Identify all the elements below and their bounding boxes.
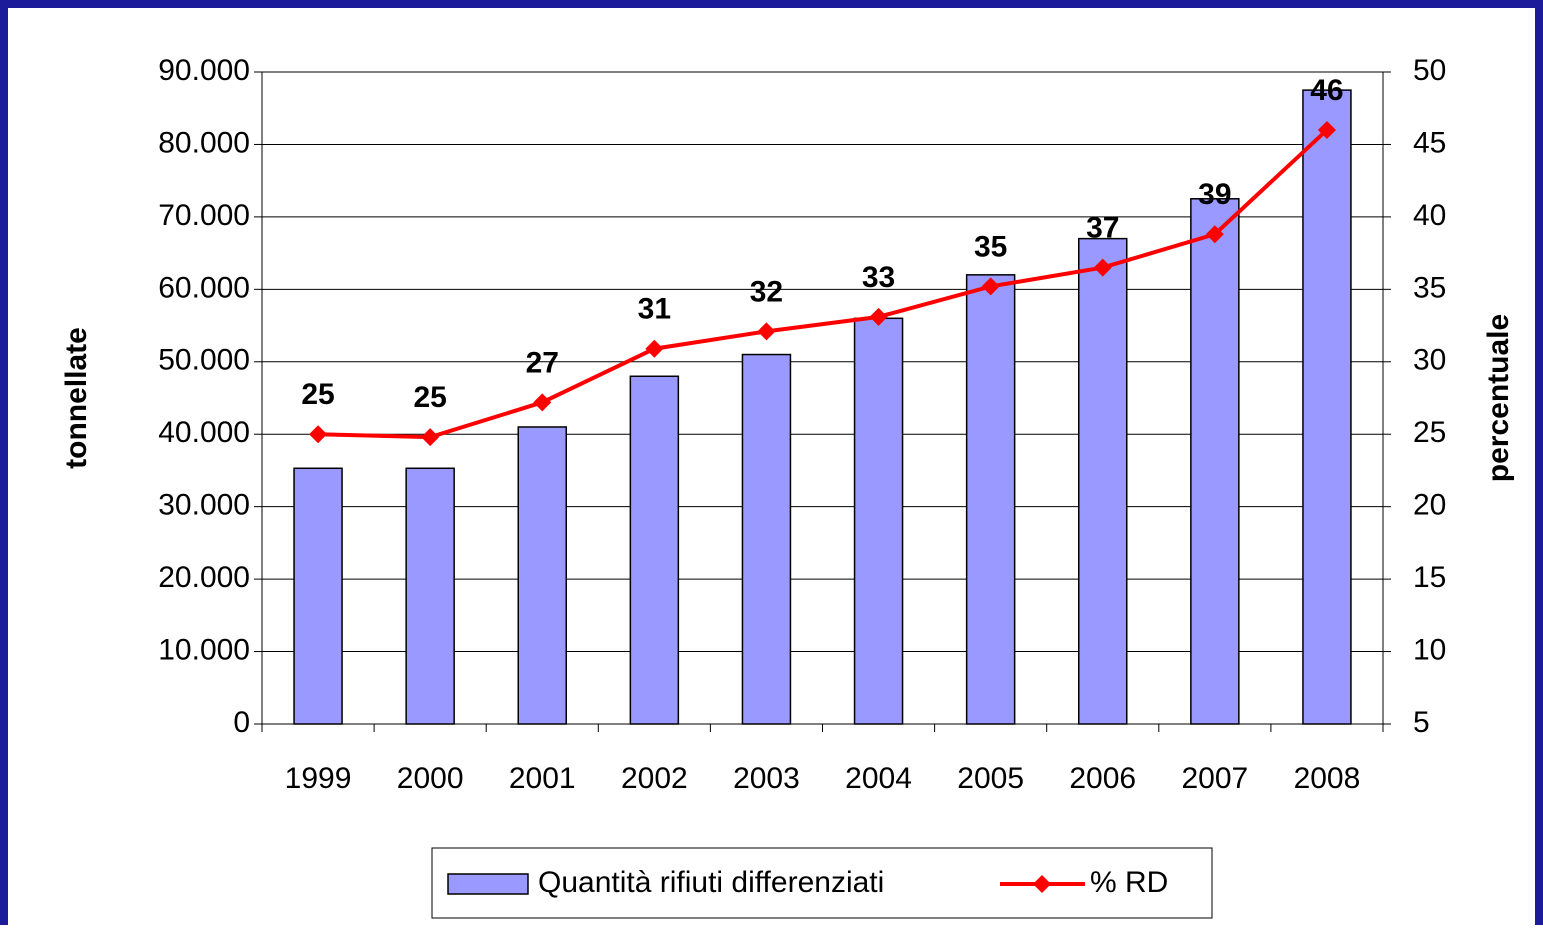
data-label: 27 bbox=[526, 346, 559, 379]
x-tick-label: 2000 bbox=[397, 762, 464, 795]
legend-label: Quantità rifiuti differenziati bbox=[538, 866, 884, 899]
data-label: 25 bbox=[301, 378, 334, 411]
marker bbox=[1317, 120, 1336, 139]
x-tick-label: 2006 bbox=[1069, 762, 1136, 795]
marker bbox=[981, 277, 1000, 296]
y2-tick-label: 25 bbox=[1413, 416, 1446, 449]
y2-tick-label: 30 bbox=[1413, 344, 1446, 377]
marker bbox=[869, 307, 888, 326]
y-tick-label: 70.000 bbox=[158, 199, 250, 232]
y-tick-label: 90.000 bbox=[158, 54, 250, 87]
bar bbox=[517, 426, 567, 725]
x-tick-label: 1999 bbox=[285, 762, 352, 795]
marker bbox=[645, 339, 664, 358]
y-axis-title: tonnellate bbox=[60, 327, 93, 469]
legend-swatch bbox=[447, 873, 529, 895]
bar bbox=[965, 274, 1016, 725]
y2-tick-label: 5 bbox=[1413, 706, 1430, 739]
data-label: 32 bbox=[750, 275, 783, 308]
legend-label: % RD bbox=[1090, 866, 1168, 899]
y-tick-label: 40.000 bbox=[158, 416, 250, 449]
y2-tick-label: 50 bbox=[1413, 54, 1446, 87]
y2-axis-title: percentuale bbox=[1482, 314, 1515, 482]
data-label: 31 bbox=[638, 293, 671, 326]
y2-tick-label: 40 bbox=[1413, 199, 1446, 232]
marker bbox=[533, 393, 552, 412]
data-label: 33 bbox=[862, 261, 895, 294]
bar bbox=[853, 317, 904, 725]
y2-tick-label: 35 bbox=[1413, 271, 1446, 304]
y2-tick-label: 10 bbox=[1413, 633, 1446, 666]
y2-tick-label: 20 bbox=[1413, 489, 1446, 522]
bar bbox=[1078, 237, 1128, 725]
x-tick-label: 2004 bbox=[845, 762, 912, 795]
y2-tick-label: 15 bbox=[1413, 561, 1446, 594]
data-label: 39 bbox=[1198, 178, 1231, 211]
data-label: 25 bbox=[413, 381, 446, 414]
x-tick-label: 2002 bbox=[621, 762, 688, 795]
bar bbox=[1302, 89, 1352, 725]
x-tick-label: 2008 bbox=[1294, 762, 1361, 795]
legend-marker bbox=[1033, 875, 1051, 893]
marker bbox=[421, 428, 440, 447]
marker bbox=[757, 322, 776, 341]
bar bbox=[405, 467, 455, 725]
data-label: 37 bbox=[1086, 212, 1119, 245]
y-tick-label: 0 bbox=[233, 706, 250, 739]
marker bbox=[309, 425, 328, 444]
y-tick-label: 50.000 bbox=[158, 344, 250, 377]
data-label: 46 bbox=[1310, 74, 1343, 107]
marker bbox=[1205, 225, 1224, 244]
data-label: 35 bbox=[974, 230, 1007, 263]
y-tick-label: 60.000 bbox=[158, 271, 250, 304]
line bbox=[317, 128, 1329, 440]
bar bbox=[629, 375, 680, 725]
x-tick-label: 2005 bbox=[957, 762, 1024, 795]
y-tick-label: 80.000 bbox=[158, 126, 250, 159]
y-tick-label: 30.000 bbox=[158, 489, 250, 522]
y2-tick-label: 45 bbox=[1413, 126, 1446, 159]
y-tick-label: 10.000 bbox=[158, 633, 250, 666]
x-tick-label: 2001 bbox=[509, 762, 576, 795]
x-tick-label: 2007 bbox=[1181, 762, 1248, 795]
marker bbox=[1093, 258, 1112, 277]
bar bbox=[741, 353, 792, 725]
bar bbox=[293, 467, 343, 725]
y-tick-label: 20.000 bbox=[158, 561, 250, 594]
x-tick-label: 2003 bbox=[733, 762, 800, 795]
bar bbox=[1190, 198, 1240, 725]
